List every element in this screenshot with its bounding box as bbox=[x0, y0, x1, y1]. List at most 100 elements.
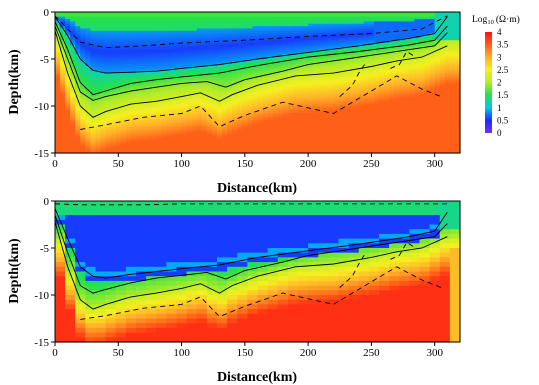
heatmap-cell bbox=[434, 122, 441, 126]
heatmap-cell bbox=[110, 66, 117, 69]
heatmap-cell bbox=[409, 77, 416, 81]
heatmap-cell bbox=[379, 66, 385, 69]
heatmap-cell bbox=[171, 94, 178, 98]
heatmap-cell bbox=[237, 131, 243, 135]
heatmap-cell bbox=[151, 94, 157, 98]
heatmap-cell bbox=[60, 77, 66, 81]
heatmap-cell bbox=[115, 37, 122, 41]
heatmap-cell bbox=[257, 75, 264, 79]
heatmap-cell bbox=[60, 131, 66, 135]
heatmap-cell bbox=[115, 131, 122, 135]
heatmap-cell bbox=[313, 145, 319, 149]
heatmap-cell bbox=[277, 141, 284, 145]
heatmap-cell bbox=[161, 115, 167, 119]
upper-y-axis-label: Depth(km) bbox=[7, 49, 22, 115]
heatmap-cell bbox=[343, 42, 350, 46]
heatmap-cell bbox=[191, 134, 198, 138]
heatmap-cell bbox=[262, 110, 269, 114]
heatmap-cell bbox=[60, 106, 66, 109]
heatmap-cell bbox=[348, 117, 355, 121]
heatmap-cell bbox=[252, 150, 259, 154]
heatmap-cell bbox=[80, 19, 86, 22]
heatmap-cell bbox=[55, 313, 66, 320]
heatmap-cell bbox=[353, 84, 360, 88]
heatmap-cell bbox=[90, 80, 97, 84]
heatmap-cell bbox=[181, 84, 188, 88]
heatmap-cell bbox=[444, 30, 451, 34]
heatmap-cell bbox=[323, 91, 329, 95]
heatmap-cell bbox=[434, 84, 441, 88]
heatmap-cell bbox=[110, 106, 117, 109]
heatmap-cell bbox=[80, 49, 86, 53]
heatmap-cell bbox=[206, 136, 213, 140]
heatmap-cell bbox=[384, 148, 390, 152]
heatmap-cell bbox=[206, 150, 213, 154]
heatmap-cell bbox=[439, 87, 446, 91]
heatmap-cell bbox=[211, 73, 218, 77]
heatmap-cell bbox=[95, 145, 102, 149]
heatmap-cell bbox=[262, 30, 269, 34]
heatmap-cell bbox=[262, 40, 269, 44]
heatmap-cell bbox=[85, 96, 92, 100]
heatmap-cell bbox=[247, 56, 254, 60]
heatmap-cell bbox=[141, 51, 147, 55]
heatmap-cell bbox=[384, 120, 390, 124]
heatmap-cell bbox=[232, 98, 238, 102]
heatmap-cell bbox=[444, 91, 451, 95]
heatmap-cell bbox=[75, 318, 86, 324]
heatmap-cell bbox=[267, 12, 274, 15]
heatmap-cell bbox=[368, 148, 375, 152]
heatmap-cell bbox=[141, 127, 147, 131]
heatmap-cell bbox=[333, 77, 340, 81]
heatmap-cell bbox=[206, 131, 213, 135]
heatmap-cell bbox=[105, 82, 112, 86]
heatmap-cell bbox=[85, 252, 97, 258]
heatmap-cell bbox=[449, 101, 456, 105]
heatmap-cell bbox=[272, 70, 279, 74]
heatmap-cell bbox=[454, 127, 461, 131]
heatmap-cell bbox=[206, 138, 213, 142]
heatmap-cell bbox=[237, 87, 243, 91]
heatmap-cell bbox=[237, 28, 243, 32]
heatmap-cell bbox=[257, 113, 264, 116]
heatmap-cell bbox=[373, 150, 380, 154]
heatmap-cell bbox=[186, 134, 193, 138]
heatmap-cell bbox=[267, 122, 274, 126]
heatmap-cell bbox=[110, 75, 117, 79]
heatmap-cell bbox=[75, 332, 86, 338]
heatmap-cell bbox=[358, 108, 365, 112]
heatmap-cell bbox=[287, 44, 294, 48]
heatmap-cell bbox=[222, 124, 228, 128]
heatmap-cell bbox=[384, 134, 390, 138]
heatmap-cell bbox=[409, 141, 416, 145]
heatmap-cell bbox=[141, 33, 147, 37]
heatmap-cell bbox=[384, 47, 390, 51]
heatmap-cell bbox=[343, 87, 350, 91]
heatmap-cell bbox=[171, 138, 178, 142]
heatmap-cell bbox=[384, 124, 390, 128]
heatmap-cell bbox=[353, 89, 360, 93]
heatmap-cell bbox=[277, 23, 284, 27]
heatmap-cell bbox=[287, 54, 294, 58]
heatmap-cell bbox=[414, 148, 421, 152]
heatmap-cell bbox=[424, 98, 431, 102]
heatmap-cell bbox=[424, 113, 431, 116]
heatmap-cell bbox=[348, 87, 355, 91]
heatmap-cell bbox=[308, 59, 314, 62]
heatmap-cell bbox=[242, 129, 248, 133]
heatmap-cell bbox=[454, 49, 461, 53]
heatmap-cell bbox=[292, 40, 299, 44]
heatmap-cell bbox=[60, 103, 66, 107]
heatmap-cell bbox=[348, 66, 355, 69]
heatmap-cell bbox=[384, 42, 390, 46]
heatmap-cell bbox=[75, 122, 81, 126]
heatmap-cell bbox=[262, 143, 269, 147]
heatmap-cell bbox=[353, 106, 360, 109]
heatmap-cell bbox=[449, 150, 456, 154]
heatmap-cell bbox=[105, 12, 112, 15]
heatmap-cell bbox=[353, 47, 360, 51]
heatmap-cell bbox=[308, 115, 314, 119]
heatmap-cell bbox=[444, 54, 451, 58]
heatmap-cell bbox=[115, 138, 122, 142]
heatmap-cell bbox=[75, 77, 81, 81]
